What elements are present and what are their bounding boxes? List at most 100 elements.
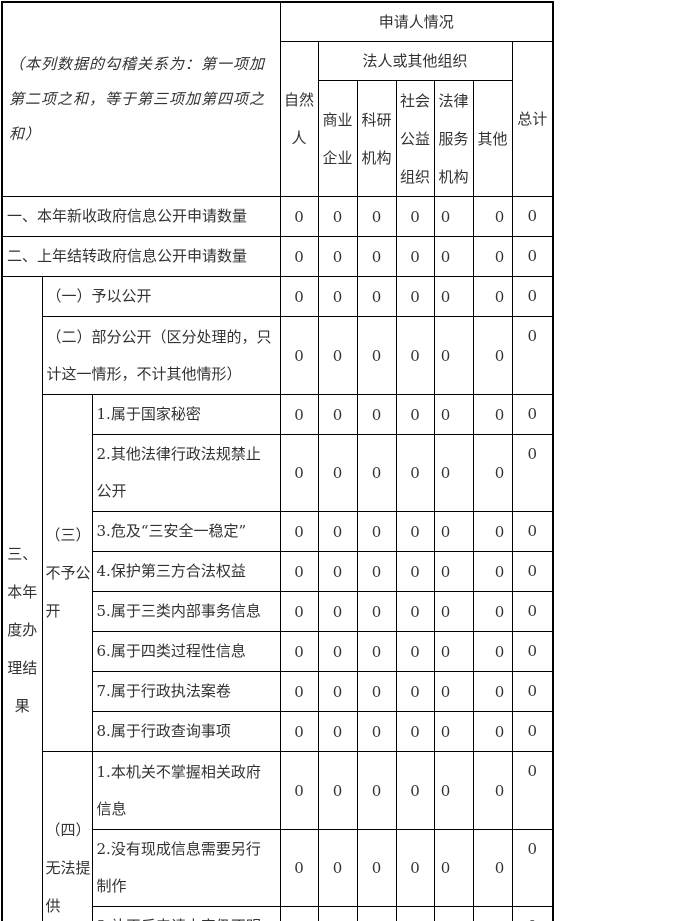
value-cell: 0	[395, 906, 435, 921]
value-cell: 0	[511, 829, 554, 907]
value-cell: 0	[395, 551, 435, 592]
value-cell: 0	[317, 394, 358, 435]
value-cell: 0	[433, 434, 474, 512]
value-cell: 0	[433, 671, 474, 712]
value-cell: 0	[472, 316, 513, 395]
value-cell: 0	[472, 276, 513, 317]
value-cell: 0	[279, 711, 319, 752]
row-label: 一、本年新收政府信息公开申请数量	[1, 196, 281, 237]
value-cell: 0	[317, 751, 358, 830]
value-cell: 0	[279, 276, 319, 317]
row-label: 5.属于三类内部事务信息	[91, 591, 281, 632]
value-cell: 0	[472, 751, 513, 830]
value-cell: 0	[317, 511, 358, 552]
value-cell: 0	[472, 591, 513, 632]
value-cell: 0	[472, 511, 513, 552]
value-cell: 0	[356, 394, 397, 435]
value-cell: 0	[433, 236, 474, 277]
value-cell: 0	[317, 906, 358, 921]
value-cell: 0	[395, 394, 435, 435]
value-cell: 0	[356, 591, 397, 632]
value-cell: 0	[511, 631, 554, 672]
value-cell: 0	[511, 276, 554, 317]
row-label: 8.属于行政查询事项	[91, 711, 281, 752]
value-cell: 0	[395, 829, 435, 907]
value-cell: 0	[279, 591, 319, 632]
value-cell: 0	[395, 511, 435, 552]
value-cell: 0	[356, 711, 397, 752]
value-cell: 0	[433, 631, 474, 672]
value-cell: 0	[279, 434, 319, 512]
value-cell: 0	[317, 316, 358, 395]
value-cell: 0	[472, 434, 513, 512]
value-cell: 0	[317, 711, 358, 752]
row-label: 4.保护第三方合法权益	[91, 551, 281, 592]
value-cell: 0	[511, 511, 554, 552]
value-cell: 0	[395, 236, 435, 277]
row-label: 1.属于国家秘密	[91, 394, 281, 435]
value-cell: 0	[356, 906, 397, 921]
row-label: 7.属于行政执法案卷	[91, 671, 281, 712]
value-cell: 0	[433, 551, 474, 592]
group-unable-provide-label: （四）无法提供	[41, 751, 93, 921]
header-other: 其他	[472, 80, 513, 197]
row-label: 3.危及“三安全一稳定”	[91, 511, 281, 552]
value-cell: 0	[511, 236, 554, 277]
value-cell: 0	[395, 276, 435, 317]
row-label: 6.属于四类过程性信息	[91, 631, 281, 672]
value-cell: 0	[511, 906, 554, 921]
value-cell: 0	[395, 631, 435, 672]
value-cell: 0	[279, 671, 319, 712]
value-cell: 0	[472, 671, 513, 712]
value-cell: 0	[395, 751, 435, 830]
value-cell: 0	[356, 316, 397, 395]
value-cell: 0	[433, 196, 474, 237]
reconciliation-note: （本列数据的勾稽关系为：第一项加第二项之和，等于第三项加第四项之和）	[1, 1, 281, 197]
value-cell: 0	[433, 711, 474, 752]
header-total: 总计	[511, 41, 554, 197]
value-cell: 0	[511, 316, 554, 395]
value-cell: 0	[472, 551, 513, 592]
row-label: 2.没有现成信息需要另行制作	[91, 829, 281, 907]
value-cell: 0	[395, 591, 435, 632]
value-cell: 0	[279, 196, 319, 237]
value-cell: 0	[317, 276, 358, 317]
value-cell: 0	[317, 591, 358, 632]
value-cell: 0	[433, 276, 474, 317]
value-cell: 0	[317, 434, 358, 512]
value-cell: 0	[279, 751, 319, 830]
value-cell: 0	[511, 551, 554, 592]
row-label: （二）部分公开（区分处理的，只计这一情形，不计其他情形）	[41, 316, 281, 395]
header-legal-org-group: 法人或其他组织	[317, 41, 513, 81]
value-cell: 0	[433, 394, 474, 435]
value-cell: 0	[356, 196, 397, 237]
value-cell: 0	[472, 711, 513, 752]
header-commercial-enterprise: 商业企业	[317, 80, 358, 197]
value-cell: 0	[511, 591, 554, 632]
value-cell: 0	[472, 196, 513, 237]
value-cell: 0	[279, 316, 319, 395]
value-cell: 0	[356, 551, 397, 592]
value-cell: 0	[356, 511, 397, 552]
value-cell: 0	[395, 434, 435, 512]
value-cell: 0	[395, 671, 435, 712]
row-label: 二、上年结转政府信息公开申请数量	[1, 236, 281, 277]
value-cell: 0	[511, 196, 554, 237]
value-cell: 0	[317, 551, 358, 592]
value-cell: 0	[433, 751, 474, 830]
value-cell: 0	[317, 829, 358, 907]
row-label: 1.本机关不掌握相关政府信息	[91, 751, 281, 830]
value-cell: 0	[472, 236, 513, 277]
value-cell: 0	[511, 671, 554, 712]
value-cell: 0	[433, 511, 474, 552]
value-cell: 0	[472, 829, 513, 907]
row-label: 2.其他法律行政法规禁止公开	[91, 434, 281, 512]
value-cell: 0	[511, 711, 554, 752]
value-cell: 0	[356, 829, 397, 907]
value-cell: 0	[472, 394, 513, 435]
value-cell: 0	[511, 434, 554, 512]
value-cell: 0	[279, 394, 319, 435]
applicant-status-table: （本列数据的勾稽关系为：第一项加第二项之和，等于第三项加第四项之和） 申请人情况…	[1, 1, 555, 921]
section-annual-results-label: 三、本年度办理结果	[1, 276, 43, 921]
header-legal-service-org: 法律服务机构	[433, 80, 474, 197]
